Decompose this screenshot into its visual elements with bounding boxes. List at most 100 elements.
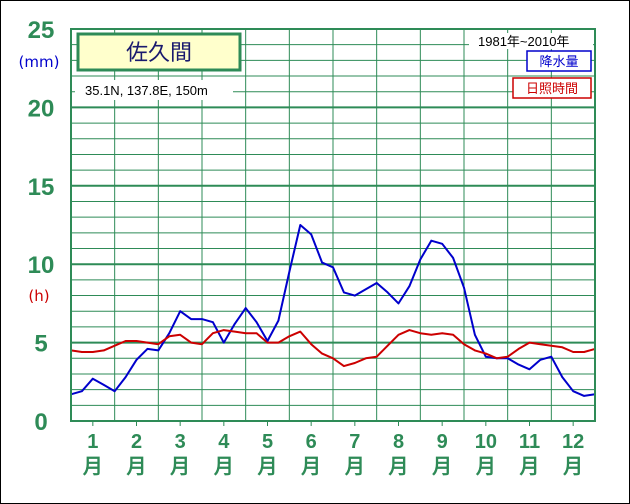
data-point-sun [135, 340, 138, 342]
data-point-precip [332, 266, 334, 269]
subtitle-box: 35.1N, 137.8E, 150m [75, 80, 233, 100]
x-tick-suffix: 月 [126, 456, 147, 478]
data-point-sun [364, 357, 367, 360]
x-tick-label: 3 [175, 431, 186, 453]
data-point-sun [201, 343, 203, 345]
data-point-precip [517, 363, 520, 366]
x-tick-suffix: 月 [431, 456, 452, 478]
data-point-precip [299, 224, 302, 226]
data-point-precip [223, 341, 225, 344]
title-box: 佐久間 [76, 32, 242, 72]
data-point-sun [583, 351, 585, 353]
y-tick-label: 0 [34, 409, 47, 436]
y-tick-label: 10 [28, 252, 55, 279]
x-tick-suffix: 月 [475, 456, 496, 478]
sun-unit-label: (h) [28, 287, 49, 305]
data-point-precip [266, 340, 269, 342]
x-tick-suffix: 月 [82, 456, 103, 478]
data-point-sun [168, 335, 171, 338]
data-point-sun [452, 333, 454, 336]
data-point-precip [528, 368, 531, 371]
data-point-sun [277, 341, 280, 344]
grid-lines [70, 28, 596, 426]
data-point-precip [561, 376, 564, 378]
period-label: 1981年~2010年 [478, 34, 569, 49]
x-tick-suffix: 月 [344, 456, 365, 478]
data-point-precip [452, 257, 454, 259]
data-point-precip [386, 291, 389, 294]
data-point-precip [310, 233, 312, 236]
data-point-sun [124, 340, 127, 342]
data-point-precip [550, 355, 553, 358]
data-point-sun [146, 341, 149, 344]
data-point-sun [332, 357, 334, 360]
y-tick-label: 20 [28, 95, 55, 122]
data-point-sun [408, 329, 411, 331]
y-tick-label: 15 [28, 174, 55, 201]
legend-precip-label: 降水量 [539, 55, 578, 70]
data-point-precip [375, 282, 378, 284]
data-point-precip [168, 332, 171, 334]
data-point-precip [212, 321, 214, 324]
data-point-precip [81, 390, 83, 393]
x-tick-suffix: 月 [169, 456, 190, 478]
data-point-precip [321, 261, 323, 264]
data-point-precip [92, 377, 94, 380]
data-point-sun [441, 332, 443, 334]
data-point-sun [354, 362, 356, 364]
data-point-precip [201, 318, 203, 320]
data-point-sun [572, 351, 574, 353]
legend-precip-box [526, 50, 592, 72]
data-point-sun [343, 365, 345, 367]
legend: 1981年~2010年 降水量 日照時間 [469, 33, 593, 99]
data-point-sun [528, 341, 531, 344]
x-tick-suffix: 月 [257, 456, 278, 478]
x-tick-label: 4 [218, 431, 230, 453]
data-point-precip [135, 359, 138, 361]
data-point-sun [485, 352, 487, 355]
x-tick-suffix: 月 [388, 456, 409, 478]
data-point-sun [495, 357, 498, 360]
chart-title: 佐久間 [126, 41, 192, 66]
data-point-precip [485, 355, 487, 358]
x-tick-label: 5 [262, 431, 273, 453]
data-point-precip [190, 318, 192, 320]
x-tick-label: 8 [393, 431, 404, 453]
data-point-precip [255, 321, 258, 324]
y-tick-label: 5 [34, 331, 47, 358]
data-point-sun [321, 352, 323, 355]
data-point-precip [179, 310, 181, 313]
data-point-sun [179, 333, 181, 336]
data-point-precip [233, 322, 236, 325]
data-point-precip [146, 348, 149, 350]
data-point-sun [463, 343, 465, 345]
data-point-precip [583, 395, 585, 397]
data-point-precip [102, 384, 105, 386]
legend-sun-box [512, 77, 592, 99]
data-point-sun [375, 355, 378, 358]
data-point-precip [408, 285, 411, 287]
data-point-precip [430, 239, 433, 242]
data-point-precip [124, 376, 127, 378]
data-point-sun [255, 332, 258, 334]
x-tick-label: 2 [131, 431, 142, 453]
data-point-precip [441, 243, 443, 245]
data-point-sun [288, 335, 291, 338]
data-point-sun [517, 348, 520, 350]
x-tick-label: 11 [519, 431, 540, 453]
data-point-precip [113, 390, 116, 393]
data-point-precip [277, 319, 280, 322]
data-point-precip [463, 286, 465, 289]
data-point-precip [343, 291, 345, 294]
plot-frame [70, 28, 596, 422]
y-tick-label: 25 [28, 17, 55, 44]
data-point-sun [397, 333, 400, 336]
x-tick-label: 9 [437, 431, 448, 453]
data-point-sun [190, 341, 192, 344]
data-point-precip [572, 390, 574, 393]
x-tick-label: 7 [349, 431, 360, 453]
data-point-sun [113, 344, 116, 347]
x-tick-suffix: 月 [213, 456, 234, 478]
data-point-precip [244, 307, 247, 309]
